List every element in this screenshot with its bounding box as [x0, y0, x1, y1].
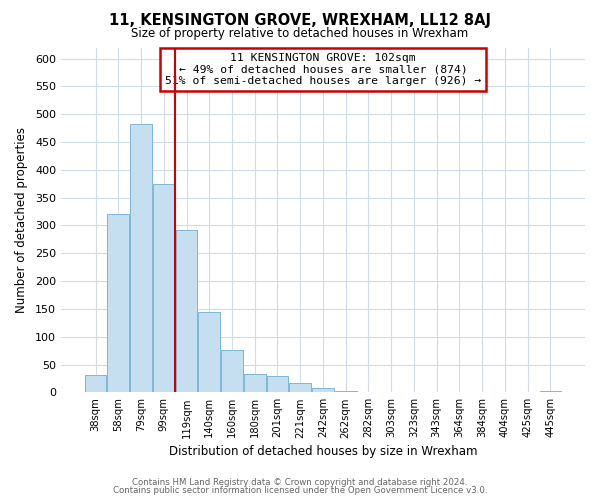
Text: Contains HM Land Registry data © Crown copyright and database right 2024.: Contains HM Land Registry data © Crown c… — [132, 478, 468, 487]
Bar — [153, 184, 175, 392]
Text: 11 KENSINGTON GROVE: 102sqm
← 49% of detached houses are smaller (874)
51% of se: 11 KENSINGTON GROVE: 102sqm ← 49% of det… — [165, 52, 481, 86]
Bar — [244, 374, 266, 392]
Bar — [130, 124, 152, 392]
Bar — [176, 230, 197, 392]
Bar — [266, 376, 288, 392]
Text: Contains public sector information licensed under the Open Government Licence v3: Contains public sector information licen… — [113, 486, 487, 495]
Text: 11, KENSINGTON GROVE, WREXHAM, LL12 8AJ: 11, KENSINGTON GROVE, WREXHAM, LL12 8AJ — [109, 12, 491, 28]
Bar — [539, 390, 561, 392]
Bar — [107, 214, 129, 392]
Bar — [221, 350, 243, 393]
Bar — [85, 374, 106, 392]
X-axis label: Distribution of detached houses by size in Wrexham: Distribution of detached houses by size … — [169, 444, 477, 458]
Bar — [335, 391, 356, 392]
Y-axis label: Number of detached properties: Number of detached properties — [15, 127, 28, 313]
Bar — [289, 383, 311, 392]
Bar — [199, 312, 220, 392]
Bar — [312, 388, 334, 392]
Text: Size of property relative to detached houses in Wrexham: Size of property relative to detached ho… — [131, 28, 469, 40]
